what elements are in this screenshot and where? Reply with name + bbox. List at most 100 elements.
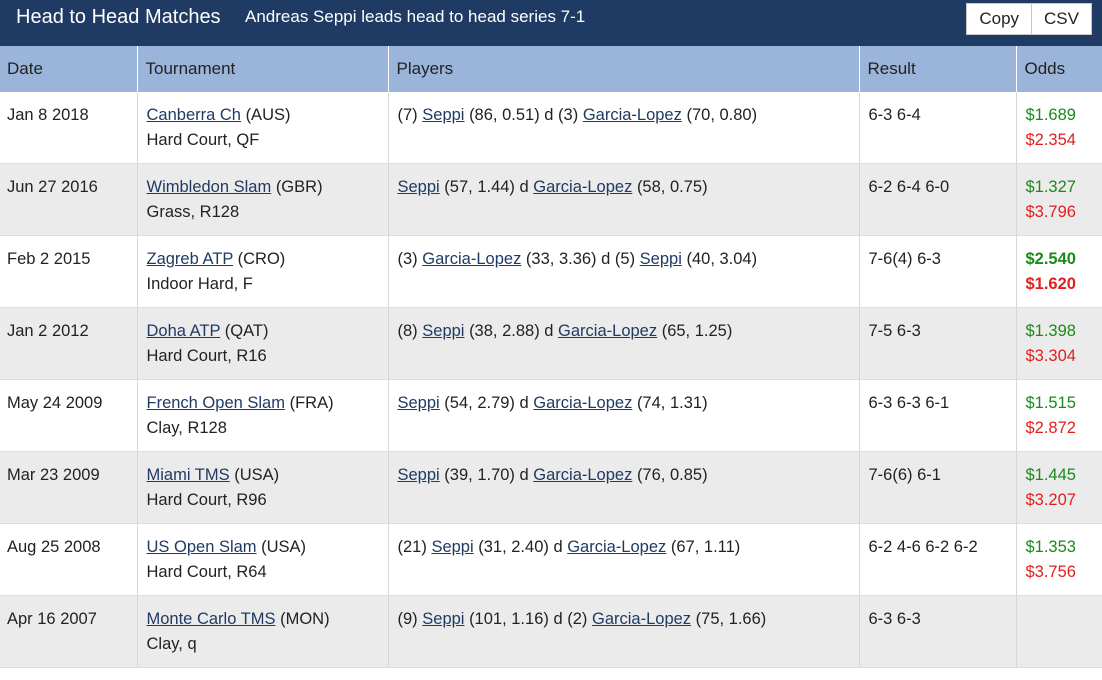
odds-winner: $1.515 [1025,394,1076,412]
loser-link[interactable]: Garcia-Lopez [567,538,667,556]
winner-stats: (33, 3.36) [525,250,597,268]
match-score: 6-3 6-3 [868,610,921,628]
surface-round: Hard Court, QF [146,131,260,149]
players-cell: Seppi (57, 1.44) d Garcia-Lopez (58, 0.7… [388,163,860,236]
players-cell: (8) Seppi (38, 2.88) d Garcia-Lopez (65,… [388,307,860,380]
odds-cell: $1.445 $3.207 [1016,451,1102,524]
result-cell: 7-6(4) 6-3 [859,235,1017,308]
tournament-link[interactable]: Zagreb ATP [146,250,234,268]
tournament-country: (FRA) [289,394,334,412]
loser-link[interactable]: Garcia-Lopez [582,106,682,124]
tournament-country: (CRO) [237,250,286,268]
tournament-link[interactable]: Wimbledon Slam [146,178,272,196]
tournament-cell: French Open Slam (FRA) Clay, R128 [137,379,389,452]
odds-cell: $1.689 $2.354 [1016,92,1102,164]
winner-link[interactable]: Seppi [397,466,440,484]
match-score: 6-2 6-4 6-0 [868,178,950,196]
loser-link[interactable]: Garcia-Lopez [558,322,658,340]
odds-loser: $3.756 [1025,563,1076,581]
column-header-odds[interactable]: Odds [1016,46,1102,92]
seed: (8) [397,322,418,340]
players-cell: Seppi (54, 2.79) d Garcia-Lopez (74, 1.3… [388,379,860,452]
winner-link[interactable]: Seppi [431,538,474,556]
winner-link[interactable]: Seppi [397,394,440,412]
tournament-cell: US Open Slam (USA) Hard Court, R64 [137,523,389,596]
match-score: 7-6(4) 6-3 [868,250,941,268]
loser-link[interactable]: Garcia-Lopez [533,178,633,196]
match-score: 7-5 6-3 [868,322,921,340]
loser-stats: (40, 3.04) [686,250,758,268]
surface-round: Hard Court, R64 [146,563,267,581]
seed: (3) [397,250,418,268]
loser-stats: (75, 1.66) [695,610,767,628]
winner-stats: (57, 1.44) [444,178,515,196]
tournament-link[interactable]: Miami TMS [146,466,230,484]
copy-button[interactable]: Copy [966,3,1033,35]
winner-link[interactable]: Garcia-Lopez [422,250,522,268]
odds-winner: $1.353 [1025,538,1076,556]
odds-cell: $1.353 $3.756 [1016,523,1102,596]
odds-cell: $1.398 $3.304 [1016,307,1102,380]
tournament-link[interactable]: French Open Slam [146,394,285,412]
table-row: May 24 2009 French Open Slam (FRA) Clay, R… [0,379,1102,452]
tournament-country: (GBR) [275,178,323,196]
column-header-date[interactable]: Date [0,46,138,92]
table-header-row: Date Tournament Players Result Odds [0,46,1102,92]
tournament-cell: Wimbledon Slam (GBR) Grass, R128 [137,163,389,236]
winner-stats: (39, 1.70) [444,466,515,484]
column-header-tournament[interactable]: Tournament [137,46,389,92]
tournament-country: (USA) [234,466,280,484]
loser-stats: (76, 0.85) [636,466,708,484]
seed: (7) [397,106,418,124]
matches-table: Date Tournament Players Result Odds Jan … [0,46,1102,668]
tournament-cell: Zagreb ATP (CRO) Indoor Hard, F [137,235,389,308]
odds-cell: $1.327 $3.796 [1016,163,1102,236]
date-cell: Jan 8 2018 [0,92,138,164]
seed: (3) [558,106,579,124]
loser-stats: (67, 1.11) [670,538,741,556]
loser-link[interactable]: Garcia-Lopez [533,466,633,484]
odds-cell: $1.515 $2.872 [1016,379,1102,452]
tournament-cell: Monte Carlo TMS (MON) Clay, q [137,595,389,668]
match-date: Aug 25 2008 [7,538,101,556]
winner-link[interactable]: Seppi [422,106,465,124]
winner-link[interactable]: Seppi [422,322,465,340]
loser-link[interactable]: Garcia-Lopez [533,394,633,412]
date-cell: Jan 2 2012 [0,307,138,380]
odds-loser: $2.872 [1025,419,1076,437]
tournament-country: (QAT) [224,322,269,340]
tournament-link[interactable]: Monte Carlo TMS [146,610,276,628]
csv-button[interactable]: CSV [1031,3,1092,35]
odds-winner: $1.398 [1025,322,1076,340]
tournament-link[interactable]: Doha ATP [146,322,221,340]
result-cell: 6-3 6-3 6-1 [859,379,1017,452]
result-cell: 6-2 4-6 6-2 6-2 [859,523,1017,596]
match-score: 7-6(6) 6-1 [868,466,941,484]
odds-loser: $2.354 [1025,131,1076,149]
players-cell: (9) Seppi (101, 1.16) d (2) Garcia-Lopez… [388,595,860,668]
series-summary: Andreas Seppi leads head to head series … [245,7,586,26]
column-header-players[interactable]: Players [388,46,860,92]
surface-round: Clay, R128 [146,419,227,437]
winner-stats: (86, 0.51) [469,106,540,124]
odds-loser: $3.207 [1025,491,1076,509]
date-cell: May 24 2009 [0,379,138,452]
odds-loser: $3.304 [1025,347,1076,365]
tournament-link[interactable]: Canberra Ch [146,106,241,124]
tournament-cell: Doha ATP (QAT) Hard Court, R16 [137,307,389,380]
tournament-cell: Canberra Ch (AUS) Hard Court, QF [137,92,389,164]
match-date: Mar 23 2009 [7,466,100,484]
odds-winner: $2.540 [1025,250,1076,268]
winner-link[interactable]: Seppi [397,178,440,196]
tournament-country: (USA) [261,538,307,556]
tournament-link[interactable]: US Open Slam [146,538,257,556]
winner-link[interactable]: Seppi [422,610,465,628]
loser-link[interactable]: Garcia-Lopez [592,610,692,628]
loser-stats: (65, 1.25) [661,322,733,340]
table-row: Jan 8 2018 Canberra Ch (AUS) Hard Court, Q… [0,92,1102,164]
column-header-result[interactable]: Result [859,46,1017,92]
tournament-country: (AUS) [245,106,291,124]
table-row: Jun 27 2016 Wimbledon Slam (GBR) Grass, R1… [0,163,1102,236]
loser-link[interactable]: Seppi [639,250,682,268]
result-cell: 6-3 6-4 [859,92,1017,164]
